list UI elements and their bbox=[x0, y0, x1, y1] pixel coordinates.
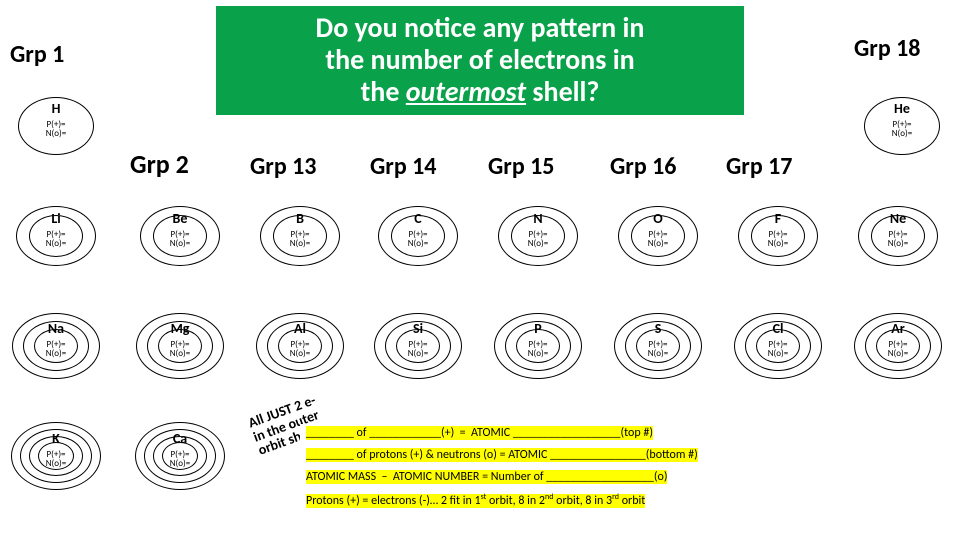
group-label: Grp 17 bbox=[726, 152, 792, 181]
atom-mg: Mg P(+)=N(o)= bbox=[128, 306, 232, 386]
electron-shells: Ne P(+)=N(o)= bbox=[846, 196, 950, 276]
title-l1: Do you notice any pattern in bbox=[316, 10, 645, 45]
atom-ar: Ar P(+)=N(o)= bbox=[846, 306, 950, 386]
element-symbol: Si bbox=[413, 320, 423, 337]
electron-shells: Ar P(+)=N(o)= bbox=[846, 306, 950, 386]
element-symbol: Mg bbox=[171, 320, 190, 337]
atom-li: Li P(+)=N(o)= bbox=[4, 196, 108, 276]
proton-neutron-label: P(+)=N(o)= bbox=[46, 450, 67, 469]
footnote: ________ of ____________(+) = ATOMIC ___… bbox=[300, 424, 940, 442]
atom-o: O P(+)=N(o)= bbox=[606, 196, 710, 276]
element-symbol: Ar bbox=[891, 320, 904, 337]
proton-neutron-label: P(+)=N(o)= bbox=[46, 340, 67, 359]
element-symbol: N bbox=[533, 210, 542, 227]
element-symbol: Na bbox=[48, 320, 64, 337]
element-symbol: P bbox=[534, 320, 541, 337]
stage: Do you notice any pattern in the number … bbox=[0, 0, 960, 540]
footnote: Protons (+) = electrons (-)… 2 fit in 1s… bbox=[300, 490, 940, 510]
electron-shells: Li P(+)=N(o)= bbox=[4, 196, 108, 276]
element-symbol: O bbox=[653, 210, 662, 227]
title-banner: Do you notice any pattern in the number … bbox=[216, 6, 744, 115]
electron-shells: Mg P(+)=N(o)= bbox=[128, 306, 232, 386]
title-l2: the number of electrons in bbox=[325, 42, 634, 77]
title-l3b: shell? bbox=[526, 74, 599, 109]
group-label: Grp 1 bbox=[10, 40, 64, 69]
element-symbol: Ne bbox=[890, 210, 906, 227]
element-symbol: F bbox=[775, 210, 781, 227]
title-em: outermost bbox=[406, 74, 526, 109]
atom-b: B P(+)=N(o)= bbox=[248, 196, 352, 276]
proton-neutron-label: P(+)=N(o)= bbox=[648, 230, 669, 249]
proton-neutron-label: P(+)=N(o)= bbox=[892, 120, 913, 139]
electron-shells: Si P(+)=N(o)= bbox=[366, 306, 470, 386]
atom-he: He P(+)=N(o)= bbox=[850, 86, 954, 166]
electron-shells: F P(+)=N(o)= bbox=[726, 196, 830, 276]
proton-neutron-label: P(+)=N(o)= bbox=[648, 340, 669, 359]
footnote: ________ of protons (+) & neutrons (o) =… bbox=[300, 446, 940, 464]
group-label: Grp 13 bbox=[250, 152, 316, 181]
electron-shells: H P(+)=N(o)= bbox=[4, 86, 108, 166]
electron-shells: He P(+)=N(o)= bbox=[850, 86, 954, 166]
atom-c: C P(+)=N(o)= bbox=[366, 196, 470, 276]
proton-neutron-label: P(+)=N(o)= bbox=[170, 230, 191, 249]
proton-neutron-label: P(+)=N(o)= bbox=[528, 340, 549, 359]
proton-neutron-label: P(+)=N(o)= bbox=[408, 340, 429, 359]
proton-neutron-label: P(+)=N(o)= bbox=[170, 340, 191, 359]
proton-neutron-label: P(+)=N(o)= bbox=[170, 450, 191, 469]
electron-shells: Be P(+)=N(o)= bbox=[128, 196, 232, 276]
electron-shells: O P(+)=N(o)= bbox=[606, 196, 710, 276]
proton-neutron-label: P(+)=N(o)= bbox=[46, 120, 67, 139]
element-symbol: Cl bbox=[773, 320, 784, 337]
element-symbol: C bbox=[414, 210, 421, 227]
element-symbol: H bbox=[52, 100, 61, 117]
group-label: Grp 15 bbox=[488, 152, 554, 181]
group-label: Grp 18 bbox=[854, 34, 920, 63]
atom-s: S P(+)=N(o)= bbox=[606, 306, 710, 386]
group-label: Grp 14 bbox=[370, 152, 436, 181]
atom-al: Al P(+)=N(o)= bbox=[248, 306, 352, 386]
electron-shells: P P(+)=N(o)= bbox=[486, 306, 590, 386]
atom-ca: Ca P(+)=N(o)= bbox=[128, 416, 232, 496]
element-symbol: He bbox=[894, 100, 910, 117]
electron-shells: N P(+)=N(o)= bbox=[486, 196, 590, 276]
element-symbol: Be bbox=[173, 210, 188, 227]
atom-ne: Ne P(+)=N(o)= bbox=[846, 196, 950, 276]
proton-neutron-label: P(+)=N(o)= bbox=[528, 230, 549, 249]
proton-neutron-label: P(+)=N(o)= bbox=[290, 230, 311, 249]
proton-neutron-label: P(+)=N(o)= bbox=[888, 340, 909, 359]
electron-shells: K P(+)=N(o)= bbox=[4, 416, 108, 496]
proton-neutron-label: P(+)=N(o)= bbox=[888, 230, 909, 249]
proton-neutron-label: P(+)=N(o)= bbox=[768, 340, 789, 359]
proton-neutron-label: P(+)=N(o)= bbox=[290, 340, 311, 359]
proton-neutron-label: P(+)=N(o)= bbox=[46, 230, 67, 249]
atom-cl: Cl P(+)=N(o)= bbox=[726, 306, 830, 386]
atom-na: Na P(+)=N(o)= bbox=[4, 306, 108, 386]
atom-h: H P(+)=N(o)= bbox=[4, 86, 108, 166]
element-symbol: B bbox=[296, 210, 304, 227]
atom-n: N P(+)=N(o)= bbox=[486, 196, 590, 276]
electron-shells: Cl P(+)=N(o)= bbox=[726, 306, 830, 386]
title-l3a: the bbox=[361, 74, 406, 109]
atom-k: K P(+)=N(o)= bbox=[4, 416, 108, 496]
proton-neutron-label: P(+)=N(o)= bbox=[408, 230, 429, 249]
element-symbol: Li bbox=[51, 210, 60, 227]
element-symbol: Al bbox=[294, 320, 306, 337]
atom-f: F P(+)=N(o)= bbox=[726, 196, 830, 276]
element-symbol: S bbox=[655, 320, 662, 337]
group-label: Grp 16 bbox=[610, 152, 676, 181]
electron-shells: B P(+)=N(o)= bbox=[248, 196, 352, 276]
group-label: Grp 2 bbox=[130, 148, 189, 180]
atom-be: Be P(+)=N(o)= bbox=[128, 196, 232, 276]
electron-shells: Al P(+)=N(o)= bbox=[248, 306, 352, 386]
atom-si: Si P(+)=N(o)= bbox=[366, 306, 470, 386]
electron-shells: S P(+)=N(o)= bbox=[606, 306, 710, 386]
electron-shells: C P(+)=N(o)= bbox=[366, 196, 470, 276]
footnote: ATOMIC MASS – ATOMIC NUMBER = Number of … bbox=[300, 468, 940, 486]
electron-shells: Ca P(+)=N(o)= bbox=[128, 416, 232, 496]
element-symbol: Ca bbox=[173, 430, 187, 447]
atom-p: P P(+)=N(o)= bbox=[486, 306, 590, 386]
element-symbol: K bbox=[52, 430, 60, 447]
proton-neutron-label: P(+)=N(o)= bbox=[768, 230, 789, 249]
electron-shells: Na P(+)=N(o)= bbox=[4, 306, 108, 386]
